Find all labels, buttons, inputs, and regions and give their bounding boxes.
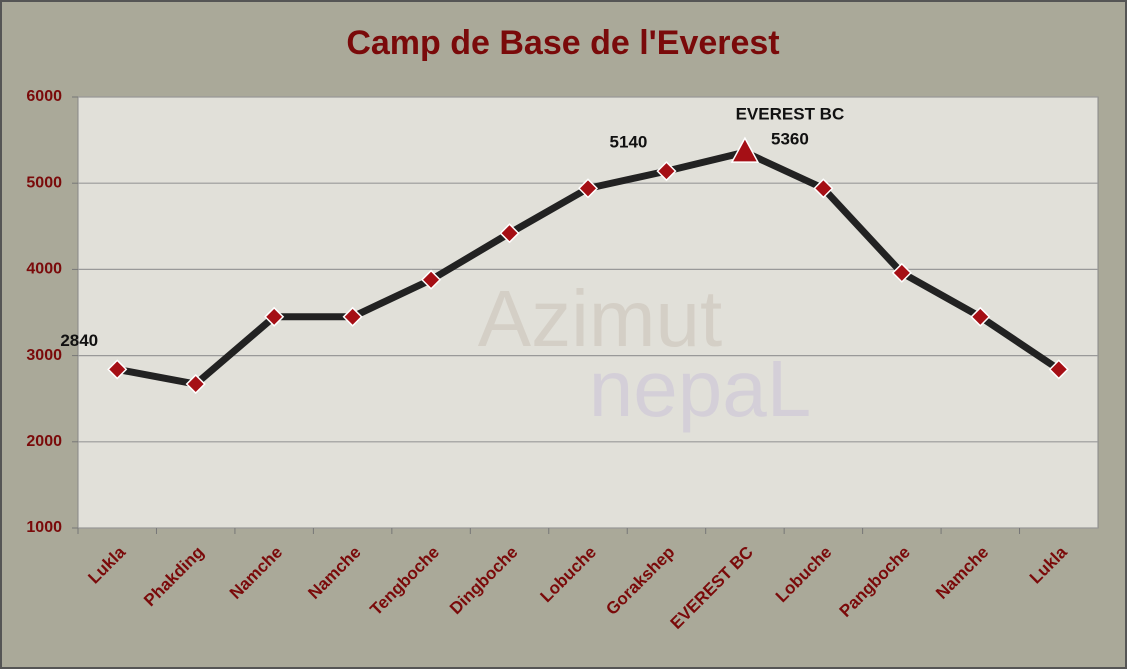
marker	[107, 359, 128, 380]
marker	[656, 161, 677, 182]
y-tick-label: 4000	[26, 261, 62, 278]
marker	[577, 178, 599, 199]
chart-title: Camp de Base de l'Everest	[346, 24, 779, 62]
marker	[421, 269, 442, 290]
watermark: Azimut	[478, 274, 723, 363]
y-tick-label: 5000	[26, 174, 62, 191]
marker	[185, 373, 206, 395]
y-tick-label: 6000	[26, 88, 62, 105]
marker	[891, 262, 912, 283]
plot-area	[77, 96, 1099, 529]
marker	[970, 306, 991, 327]
annotation: EVEREST BC	[736, 105, 845, 124]
marker	[730, 136, 760, 163]
marker	[264, 306, 285, 327]
data-label: 5360	[771, 130, 809, 149]
marker	[342, 306, 363, 327]
marker	[1048, 359, 1069, 380]
y-tick-label: 1000	[26, 519, 62, 536]
data-label: 5140	[610, 133, 648, 152]
marker	[813, 178, 834, 199]
data-label: 2840	[60, 331, 98, 350]
y-tick-label: 2000	[26, 433, 62, 450]
marker	[499, 223, 520, 244]
y-tick-label: 3000	[26, 347, 62, 364]
watermark: nepaL	[589, 344, 811, 433]
